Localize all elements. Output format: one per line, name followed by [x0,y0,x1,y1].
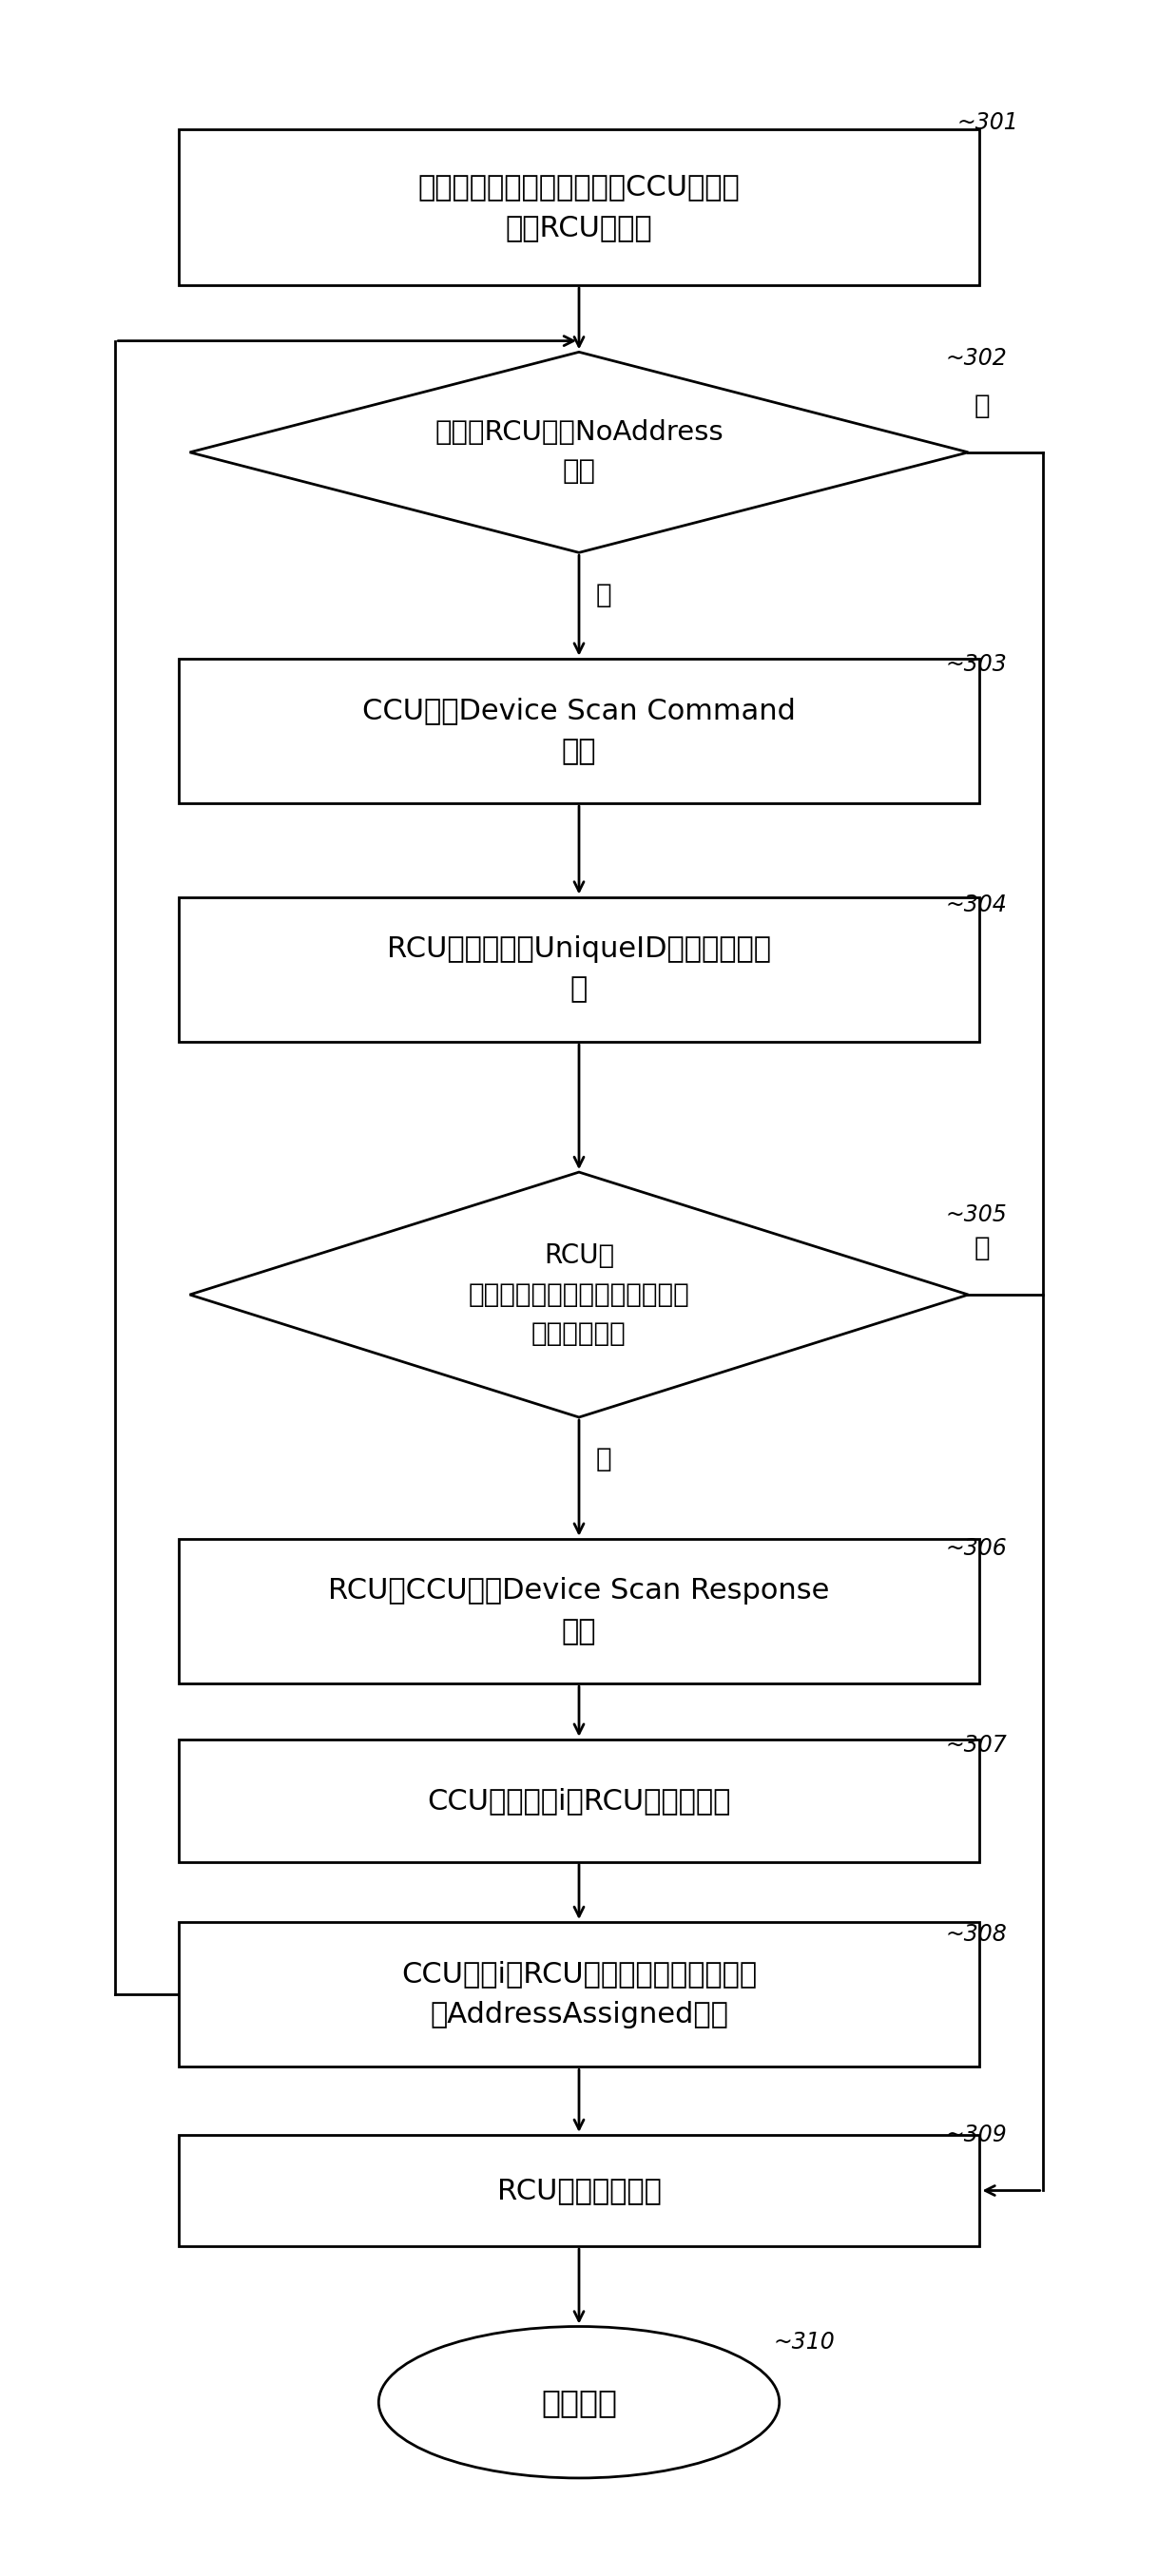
Text: ~306: ~306 [945,1538,1007,1561]
Text: ~307: ~307 [945,1734,1007,1757]
FancyBboxPatch shape [178,1739,980,1862]
Text: 结束扫描: 结束扫描 [541,2385,617,2419]
Text: RCU向CCU回复Device Scan Response
消息: RCU向CCU回复Device Scan Response 消息 [329,1577,829,1646]
FancyBboxPatch shape [178,129,980,286]
Text: 是: 是 [596,582,611,608]
Text: CCU为第i个RCU分配地址，并将其修改
为AddressAssigned状态: CCU为第i个RCU分配地址，并将其修改 为AddressAssigned状态 [401,1960,757,2027]
Text: ~308: ~308 [945,1922,1007,1945]
FancyBboxPatch shape [178,2136,980,2246]
Text: ~303: ~303 [945,652,1007,675]
Text: ~310: ~310 [774,2331,835,2354]
Text: 在预先设置的信息表中存储CCU控制的
所有RCU的信息: 在预先设置的信息表中存储CCU控制的 所有RCU的信息 [418,173,740,242]
Text: ~301: ~301 [957,111,1018,134]
Text: 是: 是 [596,1445,611,1473]
Text: RCU不作任何回应: RCU不作任何回应 [497,2177,661,2205]
Text: ~305: ~305 [945,1203,1007,1226]
FancyBboxPatch shape [178,1922,980,2066]
FancyBboxPatch shape [178,896,980,1041]
Ellipse shape [379,2326,779,2478]
Text: CCU接收到第i个RCU的回复消息: CCU接收到第i个RCU的回复消息 [427,1788,731,1814]
Polygon shape [190,353,968,554]
FancyBboxPatch shape [178,659,980,804]
Text: ~309: ~309 [945,2123,1007,2146]
Text: 是否有RCU处于NoAddress
状态: 是否有RCU处于NoAddress 状态 [434,420,724,484]
Text: CCU广播Device Scan Command
消息: CCU广播Device Scan Command 消息 [362,696,796,765]
Text: 否: 否 [974,1234,990,1262]
Polygon shape [190,1172,968,1417]
Text: RCU在
延迟上述计算产生的时延后检测
总线是否空闲: RCU在 延迟上述计算产生的时延后检测 总线是否空闲 [468,1242,690,1347]
Text: RCU根据自身的UniqueID计算产生时延
值: RCU根据自身的UniqueID计算产生时延 值 [387,935,771,1005]
Text: ~302: ~302 [945,348,1007,371]
Text: ~304: ~304 [945,894,1007,917]
Text: 否: 否 [974,392,990,420]
FancyBboxPatch shape [178,1538,980,1685]
